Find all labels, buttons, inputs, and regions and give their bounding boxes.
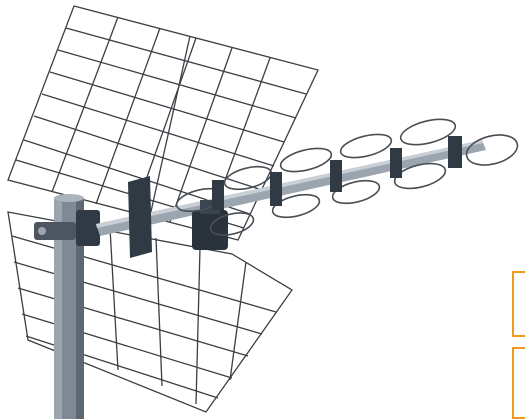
- director-elements: [175, 118, 519, 236]
- edge-callout-top: [512, 271, 525, 337]
- edge-callout-bottom: [512, 347, 525, 419]
- mast-clamp: [34, 210, 100, 246]
- director-clips: [212, 136, 462, 210]
